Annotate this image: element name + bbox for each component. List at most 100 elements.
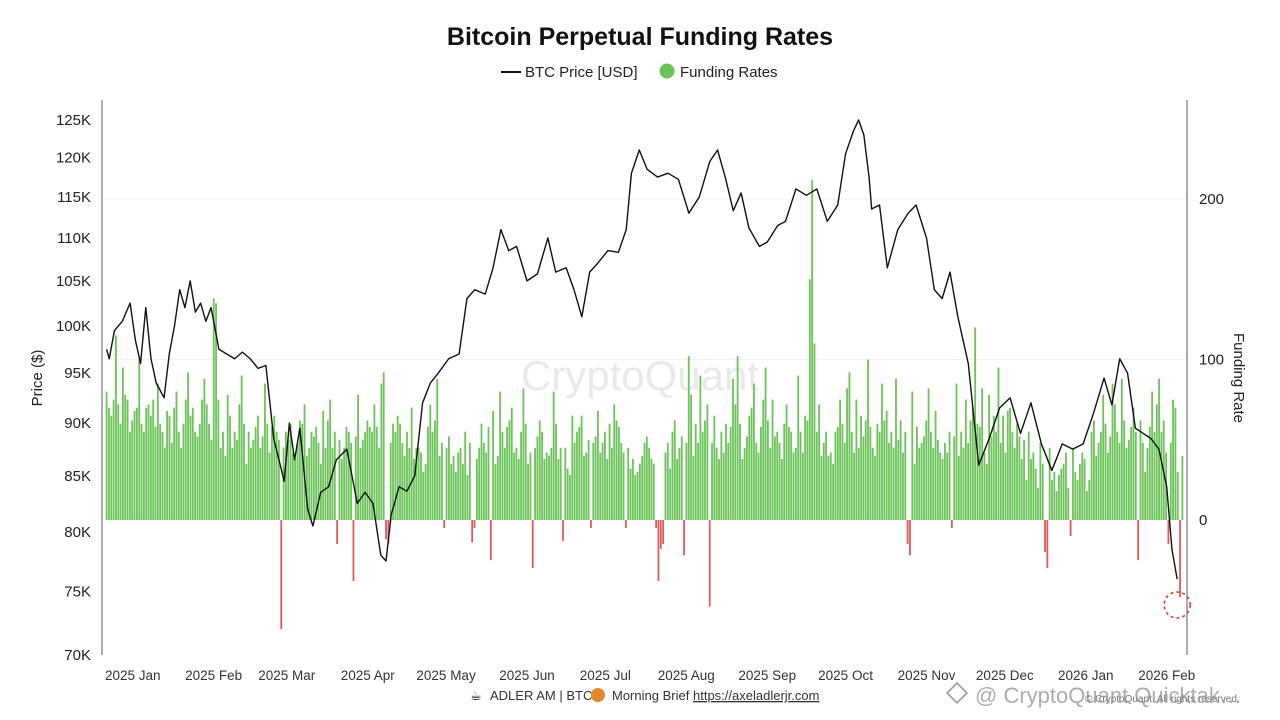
overlay: © CryptoQuant. All rights reserved. @ Cr… — [945, 681, 1242, 708]
funding-bar — [403, 455, 406, 520]
funding-bar — [389, 442, 392, 520]
funding-bar — [489, 520, 492, 561]
funding-bar — [438, 455, 441, 520]
funding-bar — [1081, 452, 1084, 520]
funding-bar — [715, 447, 718, 520]
x-tick-label: 2025 Sep — [738, 668, 796, 683]
funding-bar — [331, 447, 334, 520]
funding-bar — [268, 452, 271, 520]
funding-bar — [1069, 520, 1072, 537]
y-left-tick-label: 85K — [64, 468, 91, 485]
funding-bar — [413, 459, 415, 520]
funding-bar — [408, 447, 411, 520]
funding-bar — [464, 431, 467, 520]
funding-bar — [601, 442, 604, 520]
funding-bar — [117, 404, 120, 520]
funding-bar — [436, 378, 439, 520]
funding-bar — [1137, 520, 1140, 561]
overlay-text: @ CryptoQuant Quicktak… — [975, 683, 1242, 708]
funding-bar — [201, 399, 203, 521]
funding-bar — [434, 420, 436, 520]
funding-bar — [471, 520, 474, 543]
funding-bar — [1072, 447, 1074, 520]
funding-bar — [1139, 420, 1142, 520]
funding-bar — [520, 431, 522, 520]
funding-bar — [1123, 420, 1126, 520]
funding-bar — [1097, 442, 1100, 520]
funding-bar — [960, 431, 963, 520]
funding-bar — [808, 279, 811, 520]
funding-bar — [827, 455, 830, 520]
funding-bar — [145, 407, 148, 520]
funding-bar — [338, 439, 341, 520]
funding-bar — [361, 439, 364, 520]
funding-bar — [1030, 459, 1032, 520]
funding-bar — [368, 426, 371, 520]
x-tick-label: 2026 Jan — [1058, 668, 1114, 683]
funding-bar — [685, 442, 688, 520]
funding-bar — [890, 431, 893, 520]
funding-bar — [205, 404, 208, 520]
funding-bar — [934, 410, 937, 520]
funding-bar — [797, 375, 800, 520]
funding-bar — [245, 463, 248, 520]
funding-bar — [622, 452, 625, 520]
funding-bar — [790, 431, 793, 520]
funding-bar — [1120, 378, 1123, 520]
funding-bar — [531, 520, 534, 569]
funding-bars — [105, 179, 1184, 630]
funding-bar — [133, 410, 136, 520]
funding-bar — [112, 399, 115, 521]
funding-bar — [378, 447, 380, 520]
funding-bar — [967, 442, 970, 520]
funding-bar — [1102, 394, 1105, 520]
y-left-axis-label: Price ($) — [29, 350, 46, 407]
funding-bar — [776, 431, 779, 520]
funding-bar — [129, 431, 131, 520]
funding-bar — [222, 431, 224, 520]
funding-bar — [1020, 459, 1023, 520]
funding-bar — [522, 388, 525, 520]
funding-bar — [110, 415, 113, 520]
funding-bar — [659, 520, 662, 549]
funding-bar — [739, 423, 741, 520]
funding-bar — [932, 447, 935, 520]
funding-bar — [785, 404, 788, 520]
funding-bar — [196, 436, 199, 520]
funding-bar — [529, 452, 532, 520]
funding-bar — [983, 452, 986, 520]
funding-bar — [995, 431, 998, 520]
funding-bar — [366, 420, 369, 520]
funding-bar — [676, 459, 678, 520]
funding-bar — [503, 447, 506, 520]
funding-bar — [673, 420, 676, 520]
funding-bar — [1167, 520, 1170, 545]
funding-bar — [1065, 452, 1067, 520]
funding-bar — [1095, 455, 1098, 520]
funding-bar — [874, 455, 876, 520]
legend[interactable]: BTC Price [USD] Funding Rates — [501, 63, 778, 82]
binance-logo-icon — [945, 681, 969, 705]
funding-bar — [1153, 431, 1156, 520]
funding-bar — [506, 426, 509, 520]
funding-bar — [617, 426, 620, 520]
funding-bar — [683, 520, 685, 556]
footer-url-link[interactable]: https://axeladlerjr.com — [693, 688, 819, 703]
funding-bar — [771, 399, 774, 521]
funding-bar — [1176, 471, 1179, 520]
funding-bar — [864, 420, 867, 520]
funding-bar — [1016, 423, 1018, 520]
funding-bar — [888, 442, 890, 520]
funding-bar — [631, 459, 634, 520]
funding-bar — [569, 475, 571, 520]
funding-bar — [1086, 491, 1088, 520]
funding-bar — [508, 420, 511, 520]
funding-bar — [240, 375, 243, 520]
funding-bar — [333, 431, 336, 520]
funding-bar — [964, 399, 967, 521]
legend-funding-label[interactable]: Funding Rates — [680, 64, 778, 81]
legend-price-label[interactable]: BTC Price [USD] — [525, 64, 638, 81]
funding-bar — [131, 420, 134, 520]
funding-bar — [843, 442, 846, 520]
